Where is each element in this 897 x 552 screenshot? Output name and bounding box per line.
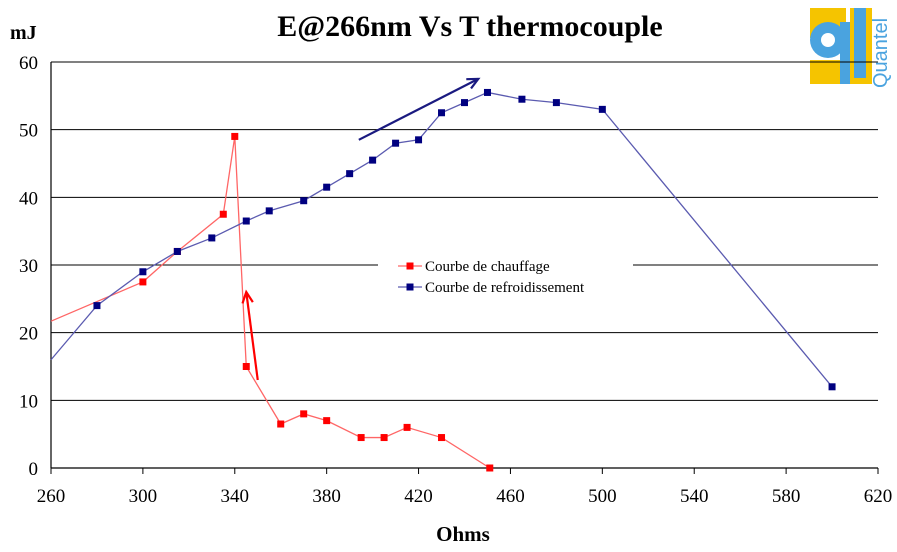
data-point-cooling xyxy=(438,109,446,117)
legend-label-heating: Courbe de chauffage xyxy=(425,259,550,275)
y-tick-label: 0 xyxy=(29,459,39,480)
x-tick-label: 500 xyxy=(588,486,617,507)
legend-label-cooling: Courbe de refroidissement xyxy=(425,280,585,296)
legend-box xyxy=(378,256,633,298)
data-point-cooling xyxy=(483,88,491,96)
y-tick-label: 30 xyxy=(19,256,38,277)
x-tick-label: 580 xyxy=(772,486,801,507)
data-point-heating xyxy=(486,464,494,472)
x-axis-label: Ohms xyxy=(436,522,490,546)
data-point-cooling xyxy=(173,247,181,255)
data-point-heating xyxy=(277,420,285,428)
data-point-cooling xyxy=(461,99,468,107)
quantel-logo-icon xyxy=(806,6,897,90)
y-tick-label: 40 xyxy=(19,188,38,209)
x-tick-label: 460 xyxy=(496,486,525,507)
data-point-cooling xyxy=(415,136,423,144)
data-point-cooling xyxy=(369,156,377,164)
y-tick-label: 20 xyxy=(19,324,38,345)
annotation-layer xyxy=(241,77,481,381)
data-point-heating xyxy=(380,434,388,442)
data-point-cooling xyxy=(139,268,147,276)
data-point-heating xyxy=(219,210,227,218)
data-point-heating xyxy=(139,278,147,286)
data-point-cooling xyxy=(828,383,836,391)
data-point-cooling xyxy=(323,183,331,191)
x-tick-label: 300 xyxy=(129,486,158,507)
legend-marker-heating xyxy=(406,262,414,270)
annotation-arrowhead-blue xyxy=(466,77,481,90)
x-tick-label: 420 xyxy=(404,486,433,507)
series-line-heating xyxy=(50,136,491,469)
data-point-cooling xyxy=(392,139,400,147)
x-tick-label: 260 xyxy=(37,486,66,507)
data-point-cooling xyxy=(552,99,560,107)
data-point-cooling xyxy=(265,207,273,215)
axis-layer: 0 10 20 30 40 50 60 260 300 340 380 420 460 500 540 580… xyxy=(19,53,892,507)
data-point-heating xyxy=(323,417,331,425)
x-tick-label: 340 xyxy=(221,486,250,507)
y-tick-label: 10 xyxy=(19,391,38,412)
data-point-heating xyxy=(242,363,250,370)
x-tick-label: 620 xyxy=(864,486,893,507)
legend-marker-cooling xyxy=(406,283,414,291)
y-tick-label: 50 xyxy=(19,121,38,142)
data-point-cooling xyxy=(93,302,101,310)
y-axis-label: mJ xyxy=(10,22,37,44)
data-point-cooling xyxy=(242,217,250,225)
data-point-heating xyxy=(357,434,365,442)
y-tick-label: 60 xyxy=(19,53,38,74)
data-point-heating xyxy=(300,410,308,418)
legend: Courbe de chauffage Courbe de refroidisse… xyxy=(378,256,633,298)
data-point-cooling xyxy=(346,170,354,178)
data-point-cooling xyxy=(598,105,606,113)
series-layer xyxy=(50,88,836,472)
data-point-cooling xyxy=(300,197,308,205)
data-point-cooling xyxy=(518,95,526,103)
x-tick-label: 380 xyxy=(312,486,341,507)
series-line-cooling xyxy=(50,91,833,388)
chart-title: E@266nm Vs T thermocouple xyxy=(277,10,663,43)
data-point-heating xyxy=(403,423,411,431)
data-point-cooling xyxy=(208,234,216,242)
data-point-heating xyxy=(231,132,239,140)
annotation-arrowhead-red xyxy=(241,289,254,304)
annotation-arrow-blue xyxy=(358,77,479,141)
data-point-heating xyxy=(438,434,446,442)
annotation-arrow-red xyxy=(245,291,259,381)
x-tick-label: 540 xyxy=(680,486,709,507)
